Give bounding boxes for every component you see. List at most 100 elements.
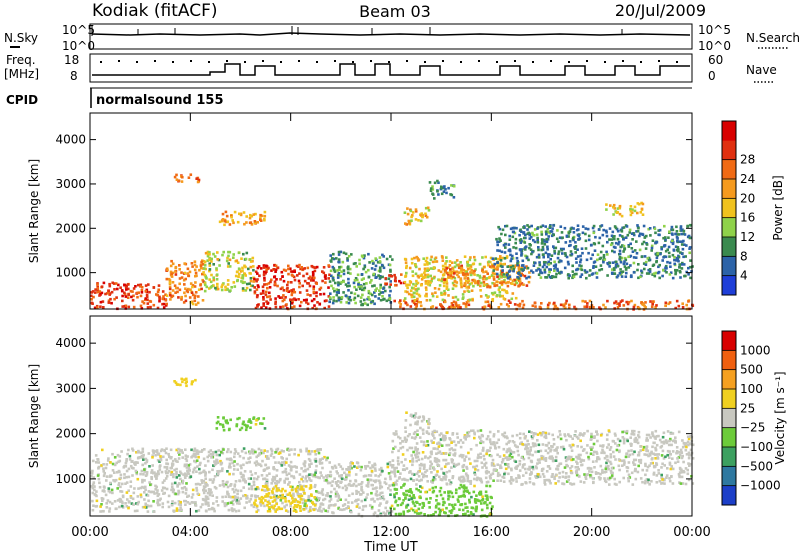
data-point	[519, 249, 523, 252]
data-point	[298, 272, 301, 275]
data-point	[452, 275, 455, 279]
data-point	[404, 290, 407, 293]
data-point	[677, 430, 681, 434]
data-point	[265, 478, 269, 482]
data-point	[95, 499, 99, 503]
data-point	[171, 281, 175, 284]
colorbar-swatch	[722, 179, 736, 199]
data-point	[124, 285, 128, 289]
data-point	[305, 301, 308, 304]
data-point	[248, 216, 252, 220]
data-point	[462, 302, 465, 305]
date-title: 20/Jul/2009	[615, 1, 706, 20]
data-point	[505, 442, 508, 446]
data-point	[282, 268, 286, 272]
data-point	[194, 274, 197, 278]
data-point	[389, 463, 392, 467]
data-point	[685, 244, 688, 247]
data-point	[579, 275, 582, 279]
data-point	[227, 448, 230, 451]
data-point	[374, 257, 377, 260]
data-point	[589, 452, 593, 456]
data-point	[102, 281, 106, 285]
data-point	[560, 271, 563, 274]
data-point	[663, 224, 666, 228]
data-point	[689, 224, 693, 227]
data-point	[142, 458, 145, 461]
data-point	[496, 453, 499, 457]
data-point	[329, 498, 333, 501]
data-point	[425, 261, 429, 264]
data-point	[403, 482, 406, 486]
data-point	[193, 268, 197, 272]
data-point	[131, 449, 135, 452]
data-point	[351, 484, 355, 487]
data-point	[457, 263, 460, 267]
data-point	[668, 273, 672, 276]
data-point	[410, 257, 414, 261]
data-point	[365, 496, 368, 499]
data-point	[169, 456, 172, 460]
data-point	[314, 483, 317, 487]
data-point	[272, 475, 275, 479]
data-point	[595, 460, 598, 463]
data-point	[130, 460, 134, 463]
data-point	[466, 476, 470, 480]
data-point	[97, 461, 101, 464]
data-point	[649, 462, 653, 465]
data-point	[485, 466, 488, 470]
data-point	[282, 450, 285, 453]
data-point	[691, 304, 695, 307]
data-point	[518, 302, 522, 306]
data-point	[298, 291, 302, 294]
data-point	[330, 257, 334, 260]
data-point	[680, 252, 684, 255]
data-point	[501, 475, 504, 479]
data-point	[599, 264, 603, 267]
data-point	[123, 473, 126, 476]
data-point	[683, 443, 687, 446]
data-point	[373, 268, 377, 271]
data-point	[611, 249, 614, 253]
data-point	[403, 280, 407, 284]
data-point	[430, 255, 433, 259]
data-point	[337, 291, 340, 294]
data-point	[287, 449, 291, 452]
data-point	[445, 431, 449, 435]
data-point	[185, 459, 189, 463]
data-point	[393, 470, 396, 474]
data-point	[646, 465, 650, 469]
data-point	[91, 491, 95, 495]
data-point	[412, 479, 415, 482]
data-point	[636, 441, 640, 445]
data-point	[123, 476, 126, 480]
data-point	[596, 253, 600, 256]
data-point	[399, 305, 402, 309]
data-point	[313, 266, 316, 269]
data-point	[339, 250, 343, 254]
data-point	[170, 272, 174, 276]
data-point	[570, 483, 574, 486]
data-point	[339, 282, 342, 285]
data-point	[414, 264, 417, 267]
data-point	[563, 466, 567, 469]
data-point	[569, 435, 572, 438]
data-point	[575, 435, 579, 439]
data-point	[625, 262, 629, 266]
data-point	[384, 482, 388, 486]
data-point	[236, 468, 239, 471]
data-point	[537, 253, 541, 257]
data-point	[354, 262, 357, 265]
data-point	[603, 258, 607, 261]
data-point	[543, 240, 547, 243]
data-point	[476, 429, 480, 433]
data-point	[155, 450, 159, 454]
data-point	[444, 262, 447, 265]
data-point	[691, 457, 695, 460]
data-point	[622, 459, 626, 462]
data-point	[680, 468, 683, 472]
data-point	[471, 278, 474, 282]
data-point	[432, 434, 435, 437]
data-point	[532, 239, 535, 242]
data-point	[196, 452, 200, 456]
